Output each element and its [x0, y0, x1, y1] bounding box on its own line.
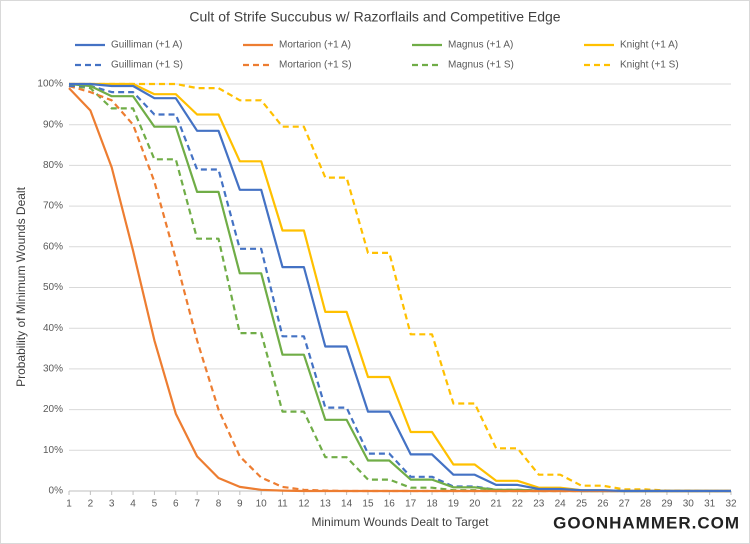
x-axis-title: Minimum Wounds Dealt to Target: [312, 515, 490, 529]
y-tick-label: 100%: [37, 79, 63, 90]
y-tick-label: 60%: [43, 241, 63, 252]
x-tick-label: 13: [320, 499, 332, 510]
y-tick-label: 10%: [43, 445, 63, 456]
y-tick-label: 30%: [43, 364, 63, 375]
x-tick-label: 21: [491, 499, 503, 510]
series-line: [69, 82, 731, 493]
x-tick-label: 11: [277, 499, 288, 510]
x-tick-label: 25: [576, 499, 588, 510]
legend-label: Guilliman (+1 S): [111, 60, 183, 71]
x-tick-label: 14: [341, 499, 353, 510]
x-tick-label: 22: [512, 499, 524, 510]
watermark: GOONHAMMER.COM: [553, 513, 740, 532]
series-line: [69, 82, 731, 493]
y-tick-label: 80%: [43, 160, 63, 171]
x-tick-label: 19: [448, 499, 460, 510]
x-tick-label: 6: [173, 499, 179, 510]
legend-label: Mortarion (+1 S): [279, 60, 352, 71]
x-tick-label: 4: [130, 499, 136, 510]
y-tick-label: 70%: [43, 201, 63, 212]
legend-label: Guilliman (+1 A): [111, 40, 182, 51]
x-tick-label: 29: [661, 499, 673, 510]
x-tick-label: 2: [88, 499, 94, 510]
y-tick-label: 0%: [49, 486, 64, 497]
y-tick-label: 20%: [43, 404, 63, 415]
x-tick-label: 12: [298, 499, 310, 510]
y-tick-label: 90%: [43, 119, 63, 130]
x-tick-label: 23: [533, 499, 545, 510]
y-tick-label: 50%: [43, 282, 63, 293]
legend-label: Mortarion (+1 A): [279, 40, 351, 51]
x-tick-label: 9: [237, 499, 243, 510]
x-tick-label: 5: [152, 499, 158, 510]
x-tick-label: 31: [704, 499, 716, 510]
x-tick-label: 27: [619, 499, 631, 510]
x-tick-label: 17: [405, 499, 417, 510]
x-tick-label: 1: [66, 499, 72, 510]
x-tick-label: 7: [194, 499, 200, 510]
x-tick-label: 16: [384, 499, 396, 510]
x-tick-label: 26: [597, 499, 609, 510]
x-tick-label: 10: [256, 499, 268, 510]
x-tick-label: 20: [469, 499, 481, 510]
legend-label: Knight (+1 S): [620, 60, 679, 71]
x-tick-label: 3: [109, 499, 115, 510]
y-axis-title: Probability of Minimum Wounds Dealt: [14, 186, 28, 387]
x-tick-label: 32: [725, 499, 737, 510]
x-tick-label: 18: [426, 499, 438, 510]
legend-label: Magnus (+1 S): [448, 60, 514, 71]
legend-label: Knight (+1 A): [620, 40, 678, 51]
legend-label: Magnus (+1 A): [448, 40, 513, 51]
x-tick-label: 24: [555, 499, 567, 510]
x-tick-label: 28: [640, 499, 652, 510]
chart-title: Cult of Strife Succubus w/ Razorflails a…: [189, 9, 560, 25]
series-line: [68, 84, 731, 493]
y-tick-label: 40%: [43, 323, 63, 334]
x-tick-label: 30: [683, 499, 695, 510]
x-tick-label: 8: [216, 499, 222, 510]
x-tick-label: 15: [362, 499, 374, 510]
